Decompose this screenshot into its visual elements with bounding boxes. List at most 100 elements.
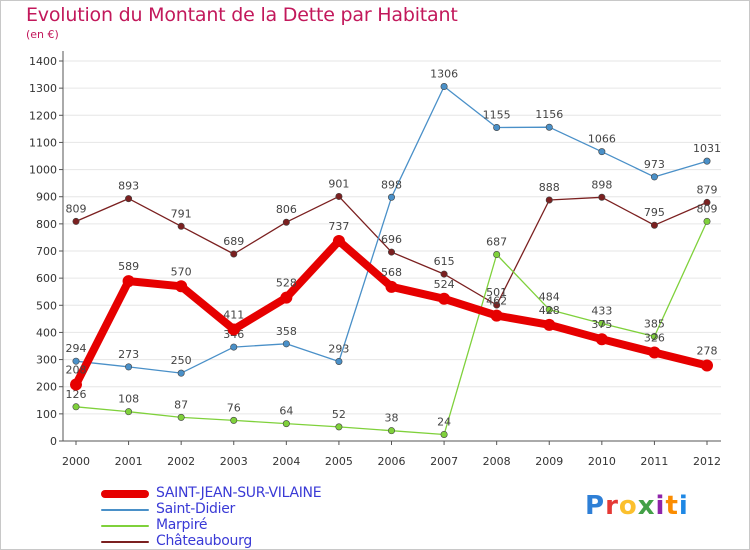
data-label: 208 [66,364,87,377]
legend-swatch [101,525,149,527]
x-tick-label: 2002 [167,455,195,468]
data-point [545,196,553,204]
data-label: 879 [697,183,718,196]
data-point [177,222,185,230]
y-tick-label: 900 [36,191,57,204]
data-point [703,157,711,165]
unit-label: (en €) [26,28,59,41]
data-label: 791 [171,207,192,220]
data-label: 893 [118,180,139,193]
data-point [440,270,448,278]
data-point [335,423,343,431]
legend-swatch [101,509,149,511]
data-label: 806 [276,203,297,216]
data-point [650,173,658,181]
logo-letter: x [637,491,656,521]
data-point [230,343,238,351]
data-label: 1031 [693,142,721,155]
x-tick-label: 2008 [483,455,511,468]
data-label: 462 [486,295,507,308]
data-label: 294 [66,342,87,355]
x-tick-label: 2000 [62,455,90,468]
data-label: 501 [486,286,507,299]
logo-letter: P [585,491,606,521]
data-point [493,301,501,309]
data-point [332,234,345,247]
data-point [438,292,451,305]
legend-label: Saint-Didier [156,501,235,517]
y-tick-label: 0 [50,435,57,448]
x-tick-label: 2006 [378,455,406,468]
chart-title: Evolution du Montant de la Dette par Hab… [26,4,458,26]
data-label: 570 [171,265,192,278]
x-tick-label: 2011 [640,455,668,468]
y-tick-label: 700 [36,245,57,258]
data-label: 76 [227,401,241,414]
data-point [543,318,556,331]
data-label: 898 [591,178,612,191]
data-label: 888 [539,181,560,194]
data-point [385,280,398,293]
x-tick-label: 2007 [430,455,458,468]
data-label: 64 [279,405,293,418]
data-point [387,193,395,201]
y-tick-label: 1000 [29,164,57,177]
data-point [72,403,80,411]
data-point [387,248,395,256]
data-label: 898 [381,178,402,191]
x-tick-label: 2003 [220,455,248,468]
data-point [125,195,133,203]
data-label: 385 [644,318,665,331]
legend-label: Châteaubourg [156,533,252,549]
data-label: 52 [332,408,346,421]
data-point [335,357,343,365]
logo-letter: t [665,491,679,521]
data-label: 278 [697,345,718,358]
y-tick-label: 600 [36,272,57,285]
y-tick-label: 400 [36,326,57,339]
data-point [72,217,80,225]
data-label: 737 [328,220,349,233]
data-label: 1156 [535,108,563,121]
y-tick-label: 300 [36,354,57,367]
logo-letter: o [618,491,638,521]
data-label: 24 [437,415,451,428]
data-label: 901 [328,177,349,190]
data-point [177,413,185,421]
data-label: 528 [276,277,297,290]
data-point [177,369,185,377]
x-tick-label: 2004 [272,455,300,468]
series-line [75,85,708,374]
data-label: 795 [644,206,665,219]
data-point [545,123,553,131]
data-label: 250 [171,354,192,367]
data-point [125,408,133,416]
data-label: 615 [434,255,455,268]
line-chart: 0 100 200 300 400 500 600 700 800 900 1000 1100 1200… [29,51,721,468]
y-tick-label: 100 [36,408,57,421]
proxiti-logo: Proxiti [585,491,689,521]
data-point [650,332,658,340]
data-label: 1155 [483,109,511,122]
data-label: 38 [385,412,399,425]
data-point [703,217,711,225]
legend-label: Marpiré [156,517,208,533]
data-label: 696 [381,233,402,246]
data-label: 689 [223,235,244,248]
y-tick-label: 1400 [29,55,57,68]
data-point [703,198,711,206]
x-tick-label: 2009 [535,455,563,468]
data-point [598,319,606,327]
data-point [72,357,80,365]
x-tick-label: 2005 [325,455,353,468]
data-point [70,378,82,391]
logo-letter: i [655,491,666,521]
data-label: 973 [644,158,665,171]
x-tick-label: 2001 [115,455,143,468]
data-label: 87 [174,398,188,411]
data-label: 809 [697,202,718,215]
y-tick-label: 800 [36,218,57,231]
data-point [493,251,501,259]
data-label: 273 [118,348,139,361]
